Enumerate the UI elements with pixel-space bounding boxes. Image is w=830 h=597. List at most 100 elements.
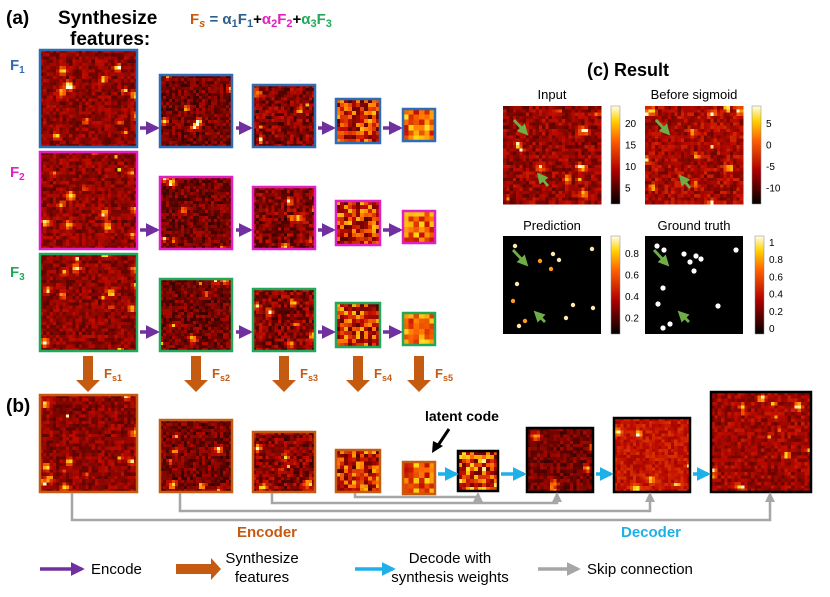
result-panel-4-tick-2: 0.8 [769,255,783,266]
result-panel-4-tick-6: 0 [769,324,775,335]
result-panel-3-spot [557,258,561,262]
feature-1-level-3 [253,85,315,147]
eq-equals: = [205,11,222,28]
result-panel-1-colorbar [611,106,620,204]
legend-item-3: Decode with synthesis weights [355,550,509,586]
synthesize-arrow-1 [76,356,100,392]
panel-a-title-line1: Synthesize [58,8,157,29]
synthesis-equation: Fs = α1F1+α2F2+α3F3 [190,11,332,30]
result-panel-1-tick-1: 20 [625,119,637,130]
feature-row-label-2-sub: 2 [19,172,25,183]
decoder-label: Decoder [621,524,681,541]
synthesize-arrow-label-4: Fs4 [374,366,392,383]
encoder-feature-1 [40,395,137,492]
result-panel-4-tick-3: 0.6 [769,272,783,283]
result-title: (c) Result [587,60,669,80]
eq-plus: + [292,11,301,28]
synth-label-4-main: F [374,366,382,381]
feature-3-level-1 [40,254,137,351]
feature-3-level-2 [160,279,232,351]
feature-3-level-5 [403,313,435,345]
result-panel-2-tick-4: -10 [766,183,781,194]
feature-row-label-2: F2 [10,164,25,183]
encoder-feature-2 [160,420,232,492]
decoder-feature-4 [711,392,811,492]
result-panel-4-spot [654,243,659,248]
result-panel-3-spot [571,303,575,307]
result-panel-3-spot [551,252,555,256]
synthesize-arrow-label-5: Fs5 [435,366,453,383]
feature-1-level-4 [336,99,380,143]
result-panel-4-spot [698,256,703,261]
legend-item-1: Encode [40,561,142,578]
legend-item-1-label-line-1: Encode [91,561,142,578]
result-panel-1-tick-4: 5 [625,183,631,194]
result-panel-4-spot [681,251,686,256]
legend-item-4-label-line-1: Skip connection [587,561,693,578]
feature-row-label-1: F1 [10,57,25,76]
synthesize-arrow-label-3: Fs3 [300,366,318,383]
synth-label-3-main: F [300,366,308,381]
synth-label-5-main: F [435,366,443,381]
decoder-feature-3 [614,418,690,492]
result-panel-4-tick-1: 1 [769,238,775,249]
eq-f-sub-3: 3 [326,18,332,30]
decoder-feature-2 [527,428,593,492]
synthesize-arrow-label-1: Fs1 [104,366,122,383]
result-panel-3-spot [515,282,519,286]
result-panel-4-spot [667,321,672,326]
feature-2-level-4 [336,201,380,245]
legend-item-2-label-line-2: features [235,569,289,586]
legend-item-3-label-line-1: Decode with [409,550,492,567]
synthesize-arrow-5 [407,356,431,392]
result-panel-1-image [503,106,601,204]
result-panel-3-spot [538,259,542,263]
feature-row-label-3-main: F [10,264,19,281]
result-panel-3-tick-4: 0.2 [625,313,639,324]
legend-item-2: Synthesize features [176,550,299,586]
result-panel-3-title: Prediction [523,218,581,233]
encoder-label: Encoder [237,524,297,541]
feature-3-level-3 [253,289,315,351]
latent-code-label: latent code [425,408,499,424]
result-panel-4-spot [693,253,698,258]
legend-item-2-label-line-1: Synthesize [225,550,298,567]
feature-2-level-5 [403,211,435,243]
result-panel-3-spot [513,244,517,248]
feature-row-label-1-sub: 1 [19,65,25,76]
result-panel-4-image [645,236,743,334]
result-panel-2-title: Before sigmoid [651,87,738,102]
synthesize-arrow-4 [346,356,370,392]
feature-1-level-2 [160,75,232,147]
legend-item-3-label-line-2: synthesis weights [391,569,509,586]
result-panel-4-tick-4: 0.4 [769,290,783,301]
feature-2-level-2 [160,177,232,249]
result-panel-3-tick-2: 0.6 [625,270,639,281]
result-panel-4-spot [661,247,666,252]
result-panel-3-spot [590,247,594,251]
feature-3-level-4 [336,303,380,347]
eq-f-3: F [317,11,326,28]
panel-b-tag: (b) [6,396,30,417]
synth-label-2-main: F [212,366,220,381]
result-panel-1-tick-2: 15 [625,140,637,151]
result-panel-4-colorbar [755,236,764,334]
result-panel-4-spot [733,247,738,252]
result-panel-1-title: Input [538,87,567,102]
feature-row-label-2-main: F [10,164,19,181]
result-panel-4-title: Ground truth [658,218,731,233]
result-panel-3-spot [523,319,527,323]
legend-item-2-swatch [176,558,221,580]
eq-lhs: F [190,11,199,28]
synth-label-1-sub: s1 [112,373,122,383]
synth-label-1-main: F [104,366,112,381]
feature-row-label-3-sub: 3 [19,272,25,283]
legend-item-4: Skip connection [538,561,693,578]
eq-f-1: F [238,11,247,28]
result-panel-3-tick-3: 0.4 [625,292,639,303]
panel-a-title-line2: features: [70,29,150,50]
